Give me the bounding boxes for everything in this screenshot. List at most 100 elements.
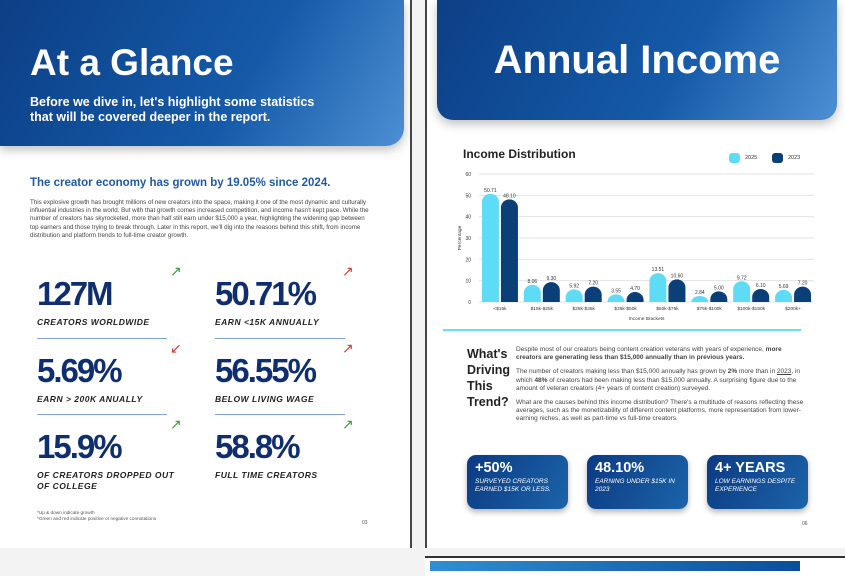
y-tick-label: 50 bbox=[465, 193, 471, 199]
data-label: 5.00 bbox=[714, 285, 724, 291]
stat-value: 15.9% bbox=[37, 428, 123, 465]
arrow-up-right-icon: ↗ bbox=[342, 340, 354, 356]
legend-item-2023: 2023 bbox=[772, 153, 800, 163]
data-label: 50.71 bbox=[484, 188, 497, 194]
data-label: 9.72 bbox=[737, 275, 747, 281]
stat-label: BELOW LIVING WAGE bbox=[215, 394, 315, 404]
divider bbox=[443, 329, 801, 331]
x-tick-label: $75k-$100k bbox=[697, 306, 723, 312]
legend-label: 2025 bbox=[745, 155, 758, 161]
data-label: 8.06 bbox=[527, 279, 537, 285]
page-title: At a Glance bbox=[30, 42, 234, 83]
bar-2025 bbox=[481, 193, 499, 302]
intro-paragraph: This explosive growth has brought millio… bbox=[30, 199, 369, 239]
data-label: 48.10 bbox=[503, 193, 516, 199]
lead-heading: The creator economy has grown by 19.05% … bbox=[30, 177, 331, 189]
arrow-up-right-icon: ↗ bbox=[342, 416, 354, 432]
legend-item-2025: 2025 bbox=[729, 153, 757, 163]
stat-card: 4+ YEARS LOW EARNINGS DESPITE EXPERIENCE bbox=[707, 455, 808, 509]
x-axis-label: Income Brackets bbox=[629, 316, 665, 322]
y-tick-label: 40 bbox=[465, 215, 471, 221]
bar-2025 bbox=[565, 289, 583, 302]
page-at-a-glance: At a Glance Before we dive in, let's hig… bbox=[0, 0, 412, 548]
stat-card: +50% SURVEYED CREATORS EARNED $15K OR LES… bbox=[467, 455, 568, 509]
bar-2025 bbox=[607, 294, 625, 302]
arrow-up-right-icon: ↗ bbox=[170, 416, 182, 432]
data-label: 4.70 bbox=[630, 286, 640, 292]
section-heading: What's Driving This Trend? bbox=[467, 347, 511, 409]
stat-label: FULL TIME CREATORS bbox=[215, 470, 318, 480]
page-number: 06 bbox=[802, 521, 808, 527]
divider bbox=[37, 338, 167, 339]
bar-2025 bbox=[691, 295, 709, 302]
stat-value: 127M bbox=[37, 275, 114, 312]
page-subtitle: Before we dive in, let's highlight some … bbox=[30, 95, 315, 124]
data-label: 3.55 bbox=[611, 288, 621, 294]
data-label: 5.69 bbox=[779, 284, 789, 290]
header-banner: At a Glance Before we dive in, let's hig… bbox=[0, 0, 404, 146]
legend-swatch bbox=[729, 153, 740, 163]
divider bbox=[215, 338, 345, 339]
bar-2025 bbox=[523, 284, 541, 302]
data-label: 6.10 bbox=[756, 283, 766, 289]
data-label: 5.92 bbox=[569, 283, 579, 289]
y-tick-label: 30 bbox=[465, 236, 471, 242]
bar-2023 bbox=[626, 291, 644, 302]
y-tick-label: 20 bbox=[465, 257, 471, 263]
bar-2023 bbox=[584, 286, 602, 302]
bar-2023 bbox=[752, 288, 770, 302]
stat-card: 48.10% EARNING UNDER $15K IN 2023 bbox=[587, 455, 688, 509]
stat-label: OF CREATORS DROPPED OUT OF COLLEGE bbox=[37, 470, 175, 491]
bar-2025 bbox=[775, 289, 793, 302]
arrow-up-right-icon: ↗ bbox=[342, 263, 354, 279]
x-tick-label: $15k-$25k bbox=[531, 306, 554, 312]
y-tick-label: 0 bbox=[468, 300, 471, 306]
x-tick-label: $200k+ bbox=[785, 306, 801, 312]
header-banner: Annual Income bbox=[437, 0, 837, 120]
y-axis-label: Percentage bbox=[457, 225, 463, 250]
bar-2025 bbox=[733, 281, 751, 302]
legend-swatch bbox=[772, 153, 783, 163]
stat-value: 50.71% bbox=[215, 275, 317, 312]
bar-2023 bbox=[500, 199, 518, 302]
income-bar-chart: 0 10 20 30 40 50 60 50.71 48.10 <$15k 8.06 9.30 $15k… bbox=[457, 172, 814, 322]
data-label: 2.84 bbox=[695, 290, 705, 296]
x-tick-label: <$15k bbox=[493, 306, 507, 312]
bar-2023 bbox=[710, 291, 728, 302]
y-tick-label: 10 bbox=[465, 279, 471, 285]
divider bbox=[215, 414, 345, 415]
stat-label: EARN > 200K ANUALLY bbox=[37, 394, 143, 404]
bar-2025 bbox=[649, 273, 667, 302]
stat-label: EARN <15K ANNUALLY bbox=[215, 317, 320, 327]
divider bbox=[37, 414, 167, 415]
next-page-preview bbox=[425, 556, 845, 576]
data-label: 9.30 bbox=[546, 276, 556, 282]
page-number: 03 bbox=[362, 520, 368, 526]
bar-2023 bbox=[668, 279, 686, 302]
arrow-down-left-icon: ↙ bbox=[170, 340, 182, 356]
x-tick-label: $35k-$50k bbox=[614, 306, 637, 312]
footnote: *Up & down indicate growth bbox=[37, 510, 95, 515]
page-annual-income: Annual Income Income Distribution 2025 2… bbox=[425, 0, 845, 548]
footnotes: *Up & down indicate growth *Green and re… bbox=[37, 510, 156, 522]
data-label: 7.20 bbox=[588, 281, 598, 287]
trend-text: Despite most of our creators being conte… bbox=[516, 346, 804, 423]
x-tick-label: $100k-$150k bbox=[737, 306, 765, 312]
data-label: 7.20 bbox=[798, 281, 808, 287]
x-tick-label: $50k-$75k bbox=[656, 306, 679, 312]
footnote: *Green and red indicate positive or nega… bbox=[37, 516, 157, 521]
stat-value: 58.8% bbox=[215, 428, 301, 465]
data-label: 10.60 bbox=[671, 273, 684, 279]
y-tick-label: 60 bbox=[465, 172, 471, 178]
legend-label: 2023 bbox=[788, 155, 801, 161]
stat-label: CREATORS WORLDWIDE bbox=[37, 317, 150, 327]
x-tick-label: $25k-$35k bbox=[572, 306, 595, 312]
chart-title: Income Distribution bbox=[463, 147, 576, 161]
arrow-up-right-icon: ↗ bbox=[170, 263, 182, 279]
page-title: Annual Income bbox=[493, 38, 781, 82]
stat-value: 56.55% bbox=[215, 352, 317, 389]
bar-2023 bbox=[794, 286, 812, 302]
stat-value: 5.69% bbox=[37, 352, 123, 389]
data-label: 13.51 bbox=[652, 267, 665, 273]
bar-2023 bbox=[542, 282, 560, 302]
